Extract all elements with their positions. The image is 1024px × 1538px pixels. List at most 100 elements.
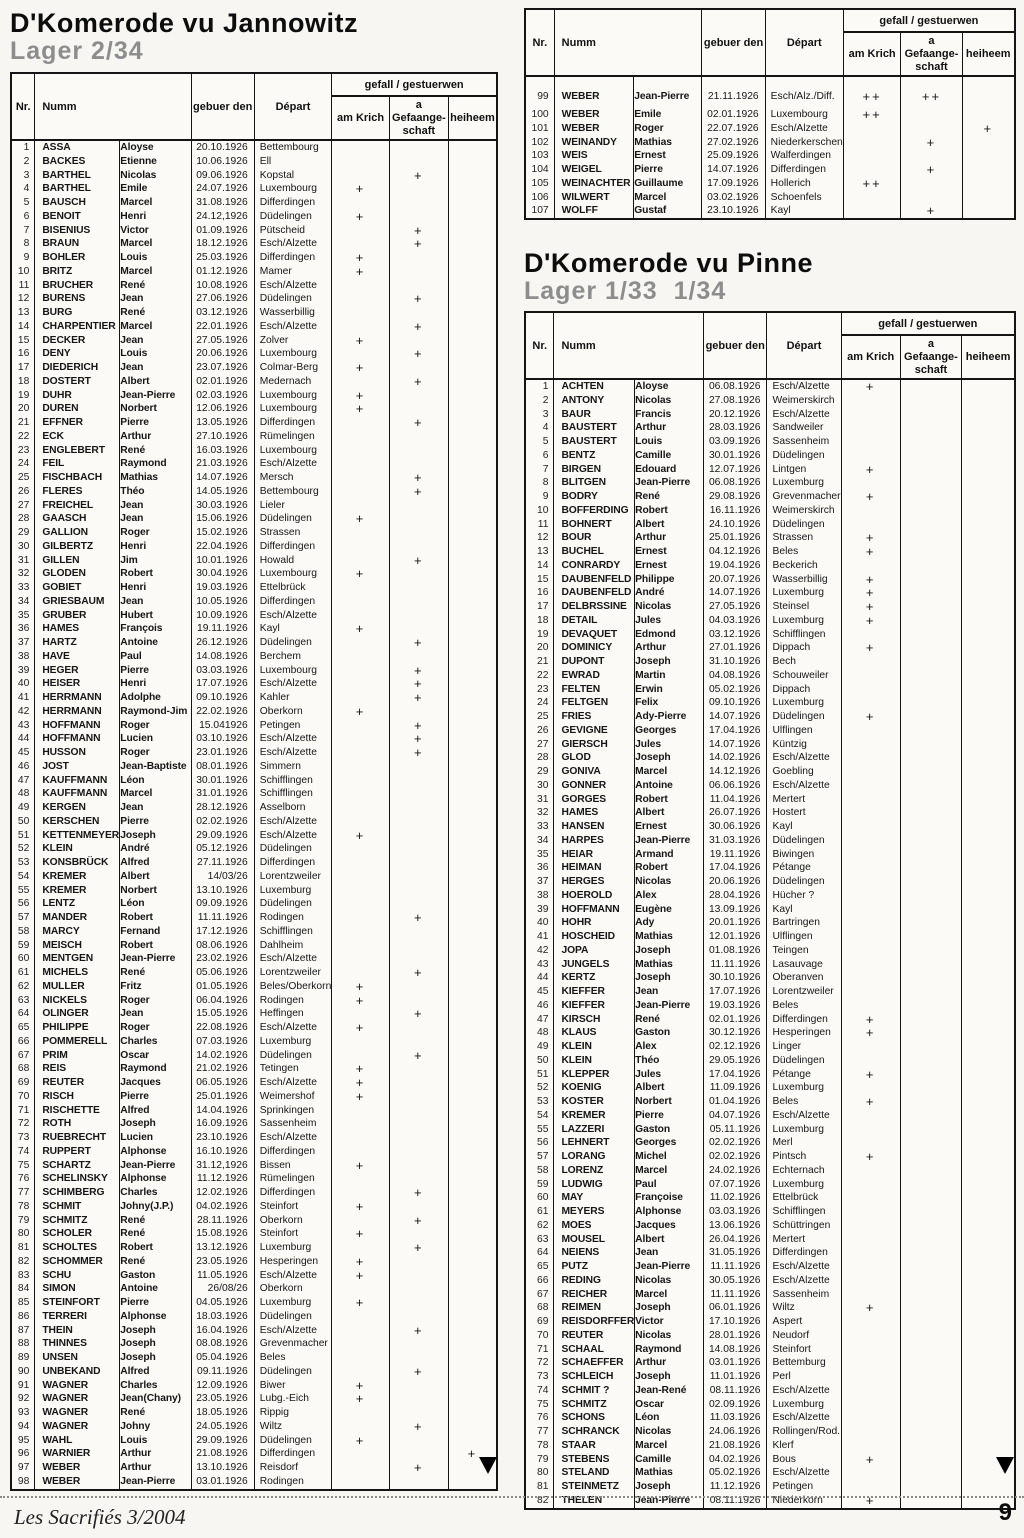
mark-gefaangeschaft	[899, 600, 963, 614]
birthdate: 05.11.1926	[702, 1122, 768, 1137]
firstname: Robert	[119, 567, 192, 581]
table-row: 5 BAUSCH Marcel 31.08.1926 Differdingen	[10, 196, 498, 210]
col-header-numm: Numm	[553, 8, 703, 77]
hometown: Luxemburg	[766, 1122, 842, 1137]
surname: ROTH	[34, 1117, 121, 1131]
hometown: Grevenmacher	[253, 1337, 333, 1351]
row-number: 68	[10, 1062, 36, 1076]
firstname: Philippe	[634, 572, 704, 587]
surname: UNSEN	[34, 1351, 121, 1365]
hometown: Kahler	[253, 691, 333, 705]
row-number: 17	[10, 361, 36, 375]
birthdate: 11.02.1926	[702, 1191, 768, 1205]
mark-am-krich	[331, 718, 390, 733]
mark-gefaangeschaft	[899, 421, 963, 435]
mark-gefaangeschaft	[388, 1076, 449, 1090]
mark-am-krich	[331, 924, 390, 939]
mark-am-krich	[840, 668, 901, 683]
mark-am-krich	[331, 484, 390, 499]
table-row: 3 BARTHEL Nicolas 09.06.1926 Kopstal +	[10, 168, 498, 183]
mark-gefaangeschaft: +	[388, 1323, 449, 1338]
surname: BARTHEL	[34, 182, 121, 196]
row-number: 24	[524, 696, 555, 710]
birthdate: 12.01.1926	[702, 930, 768, 944]
birthdate: 15.041926	[190, 718, 255, 733]
mark-gefaangeschaft	[899, 1136, 963, 1150]
mark-am-krich: +	[331, 1392, 390, 1406]
mark-am-krich: +	[331, 1062, 390, 1076]
firstname: Marcel	[633, 190, 703, 205]
mark-heiheem	[447, 237, 498, 251]
hometown: Lintgen	[766, 462, 842, 477]
mark-heiheem	[961, 1315, 1016, 1329]
mark-gefaangeschaft	[899, 778, 963, 793]
row-number: 12	[10, 292, 36, 306]
mark-gefaangeschaft	[899, 393, 963, 408]
mark-gefaangeschaft: +	[388, 237, 449, 251]
hometown: Düdelingen	[253, 1433, 333, 1448]
firstname: Jean	[119, 1007, 192, 1021]
surname: BARTHEL	[34, 168, 121, 183]
hometown: Bettembourg	[253, 484, 333, 499]
hometown: Perl	[766, 1370, 842, 1384]
mark-am-krich	[331, 1213, 390, 1228]
mark-gefaangeschaft: +	[388, 1186, 449, 1200]
row-number: 75	[524, 1397, 555, 1412]
col-header-group: gefall / gestuerwen	[842, 8, 1016, 33]
mark-gefaangeschaft: +	[388, 1419, 449, 1434]
hometown: Niederkerschen	[764, 135, 844, 150]
hometown: Biwingen	[766, 847, 842, 862]
mark-heiheem	[447, 1117, 498, 1131]
row-number: 92	[10, 1392, 36, 1406]
surname: MEYERS	[553, 1205, 636, 1219]
firstname: Joseph	[634, 1480, 704, 1494]
mark-am-krich	[331, 196, 390, 210]
mark-am-krich	[840, 1053, 901, 1068]
mark-am-krich	[331, 883, 390, 898]
firstname: Hubert	[119, 608, 192, 623]
hometown: Wasserbillig	[766, 572, 842, 587]
mark-gefaangeschaft	[388, 429, 449, 444]
hometown: Luxemburg	[766, 613, 842, 628]
birthdate: 06.05.1926	[190, 1076, 255, 1090]
birthdate: 26.12.1926	[190, 636, 255, 650]
row-number: 53	[10, 856, 36, 870]
table-row: 33 GOBIET Henri 19.03.1926 Ettelbrück	[10, 581, 498, 595]
surname: GALLION	[34, 526, 121, 540]
hometown: Sandweiler	[766, 421, 842, 435]
birthdate: 14.07.1926	[190, 471, 255, 485]
surname: ASSA	[34, 140, 121, 155]
mark-heiheem	[961, 163, 1016, 177]
surname: DIEDERICH	[34, 361, 121, 375]
table-row: 17 DIEDERICH Jean 23.07.1926 Colmar-Berg +	[10, 361, 498, 375]
row-number: 103	[524, 149, 555, 163]
mark-am-krich	[331, 1309, 390, 1324]
mark-heiheem	[447, 292, 498, 306]
row-number: 23	[10, 443, 36, 458]
firstname: René	[119, 1227, 192, 1241]
birthdate: 19.11.1926	[702, 847, 768, 862]
table-row: 69 REUTER Jacques 06.05.1926 Esch/Alzette +	[10, 1076, 498, 1090]
firstname: René	[634, 1012, 704, 1027]
surname: WAGNER	[34, 1419, 121, 1434]
row-number: 60	[10, 952, 36, 966]
firstname: Mathias	[634, 957, 704, 972]
surname: JUNGELS	[553, 957, 636, 972]
mark-heiheem	[961, 792, 1016, 807]
hometown: Teingen	[766, 943, 842, 958]
mark-am-krich: +	[331, 704, 390, 719]
birthdate: 01.04.1926	[702, 1095, 768, 1109]
mark-gefaangeschaft: +	[388, 1048, 449, 1063]
mark-gefaangeschaft	[899, 1150, 963, 1164]
table-row: 97 WEBER Arthur 13.10.1926 Reisdorf +	[10, 1461, 498, 1475]
hometown: Luxembourg	[253, 402, 333, 416]
row-number: 31	[10, 553, 36, 568]
firstname: Arthur	[634, 1356, 704, 1370]
table-row: 16 DENY Louis 20.06.1926 Luxembourg +	[10, 347, 498, 361]
table-row: 66 REDING Nicolas 30.05.1926 Esch/Alzette	[524, 1273, 1016, 1288]
surname: WOLFF	[553, 204, 635, 219]
mark-am-krich: +	[840, 490, 901, 504]
surname: REICHER	[553, 1287, 636, 1302]
mark-heiheem	[961, 135, 1016, 150]
table-row: 12 BURENS Jean 27.06.1926 Düdelingen +	[10, 292, 498, 306]
